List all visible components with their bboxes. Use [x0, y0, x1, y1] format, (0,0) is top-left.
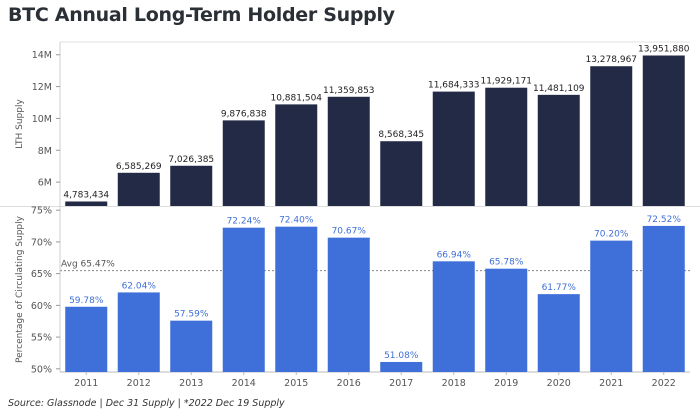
- top-value-label: 8,568,345: [378, 130, 424, 140]
- bottom-bar: [485, 268, 528, 372]
- top-ytick-label: 14M: [32, 50, 52, 61]
- bottom-value-label: 72.40%: [279, 216, 314, 226]
- bottom-bar: [380, 361, 423, 372]
- bottom-value-label: 70.20%: [594, 230, 629, 240]
- top-ytick-label: 6M: [38, 178, 52, 189]
- xtick-label: 2011: [74, 378, 98, 389]
- bottom-value-label: 72.52%: [647, 215, 682, 225]
- top-value-label: 6,585,269: [116, 162, 162, 172]
- top-bar: [485, 87, 528, 206]
- bottom-bar: [222, 227, 265, 372]
- top-value-label: 13,951,880: [638, 45, 690, 55]
- bottom-bar: [65, 306, 108, 372]
- bottom-bar: [275, 226, 318, 372]
- bottom-bar: [170, 320, 213, 372]
- xtick-label: 2017: [389, 378, 413, 389]
- bottom-value-label: 62.04%: [122, 281, 157, 291]
- xtick-label: 2015: [284, 378, 308, 389]
- xtick-label: 2012: [127, 378, 151, 389]
- top-ylabel: LTH Supply: [15, 99, 25, 149]
- top-bar: [432, 91, 475, 206]
- average-label: Avg 65.47%: [61, 260, 115, 270]
- top-bar: [275, 104, 318, 206]
- top-bar: [222, 120, 265, 206]
- xtick-label: 2021: [599, 378, 623, 389]
- bottom-value-label: 72.24%: [227, 217, 262, 227]
- bottom-bar: [537, 294, 580, 372]
- top-value-label: 4,783,434: [63, 190, 109, 200]
- bottom-ytick-label: 65%: [31, 269, 52, 280]
- bottom-ytick-label: 70%: [31, 237, 52, 248]
- top-value-label: 7,026,385: [168, 155, 214, 165]
- bottom-ytick-label: 50%: [31, 364, 52, 375]
- xtick-label: 2019: [494, 378, 518, 389]
- bottom-ytick-label: 75%: [31, 206, 52, 217]
- bottom-bar: [590, 240, 633, 372]
- bottom-ytick-label: 55%: [31, 333, 52, 344]
- top-bar: [537, 94, 580, 206]
- top-bar: [65, 201, 108, 206]
- xtick-label: 2020: [547, 378, 571, 389]
- top-value-label: 10,881,504: [270, 93, 322, 103]
- xtick-label: 2013: [179, 378, 203, 389]
- top-value-label: 11,481,109: [533, 84, 585, 94]
- top-bar: [117, 172, 160, 206]
- top-value-label: 13,278,967: [585, 55, 637, 65]
- top-ytick-label: 8M: [38, 146, 52, 157]
- top-value-label: 11,684,333: [428, 81, 480, 91]
- chart-title: BTC Annual Long-Term Holder Supply: [8, 4, 395, 26]
- top-ytick-label: 10M: [32, 114, 52, 125]
- bottom-bar: [432, 261, 475, 372]
- top-bar: [170, 165, 213, 206]
- bottom-value-label: 51.08%: [384, 351, 419, 361]
- top-bar: [642, 55, 685, 207]
- top-value-label: 11,359,853: [323, 86, 375, 96]
- bottom-value-label: 57.59%: [174, 310, 209, 320]
- top-bar: [380, 141, 423, 206]
- xtick-label: 2014: [232, 378, 256, 389]
- bottom-value-label: 70.67%: [332, 227, 367, 237]
- bottom-value-label: 66.94%: [437, 250, 472, 260]
- bottom-value-label: 61.77%: [542, 283, 577, 293]
- xtick-label: 2022: [652, 378, 676, 389]
- top-value-label: 9,876,838: [221, 109, 267, 119]
- top-bar: [327, 96, 370, 206]
- bottom-ylabel: Percentage of Circulating Supply: [15, 215, 25, 363]
- bottom-bar: [117, 292, 160, 372]
- source-note: Source: Glassnode | Dec 31 Supply | *202…: [8, 398, 285, 409]
- top-value-label: 11,929,171: [480, 77, 532, 87]
- top-bar: [590, 66, 633, 207]
- bottom-bar: [642, 225, 685, 372]
- xtick-label: 2016: [337, 378, 361, 389]
- bottom-bar: [327, 237, 370, 372]
- top-ytick-label: 12M: [32, 82, 52, 93]
- xtick-label: 2018: [442, 378, 466, 389]
- bottom-value-label: 65.78%: [489, 258, 524, 268]
- bottom-value-label: 59.78%: [69, 296, 104, 306]
- bottom-ytick-label: 60%: [31, 301, 52, 312]
